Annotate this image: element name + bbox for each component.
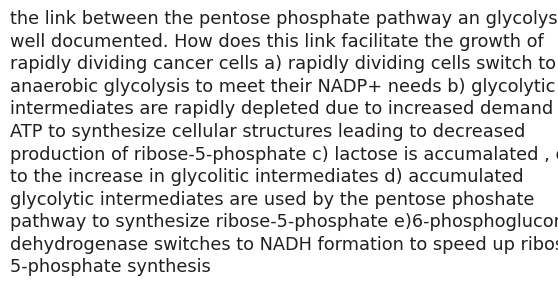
Text: rapidly dividing cancer cells a) rapidly dividing cells switch to: rapidly dividing cancer cells a) rapidly… bbox=[10, 55, 556, 73]
Text: production of ribose-5-phosphate c) lactose is accumalated , due: production of ribose-5-phosphate c) lact… bbox=[10, 146, 558, 163]
Text: pathway to synthesize ribose-5-phosphate e)6-phosphogluconate: pathway to synthesize ribose-5-phosphate… bbox=[10, 213, 558, 231]
Text: the link between the pentose phosphate pathway an glycolysis is: the link between the pentose phosphate p… bbox=[10, 10, 558, 28]
Text: ATP to synthesize cellular structures leading to decreased: ATP to synthesize cellular structures le… bbox=[10, 123, 526, 141]
Text: 5-phosphate synthesis: 5-phosphate synthesis bbox=[10, 258, 211, 276]
Text: dehydrogenase switches to NADH formation to speed up ribose-: dehydrogenase switches to NADH formation… bbox=[10, 236, 558, 254]
Text: intermediates are rapidly depleted due to increased demand for: intermediates are rapidly depleted due t… bbox=[10, 100, 558, 118]
Text: anaerobic glycolysis to meet their NADP+ needs b) glycolytic: anaerobic glycolysis to meet their NADP+… bbox=[10, 78, 555, 96]
Text: glycolytic intermediates are used by the pentose phoshate: glycolytic intermediates are used by the… bbox=[10, 191, 535, 209]
Text: well documented. How does this link facilitate the growth of: well documented. How does this link faci… bbox=[10, 33, 544, 51]
Text: to the increase in glycolitic intermediates d) accumulated: to the increase in glycolitic intermedia… bbox=[10, 168, 523, 186]
